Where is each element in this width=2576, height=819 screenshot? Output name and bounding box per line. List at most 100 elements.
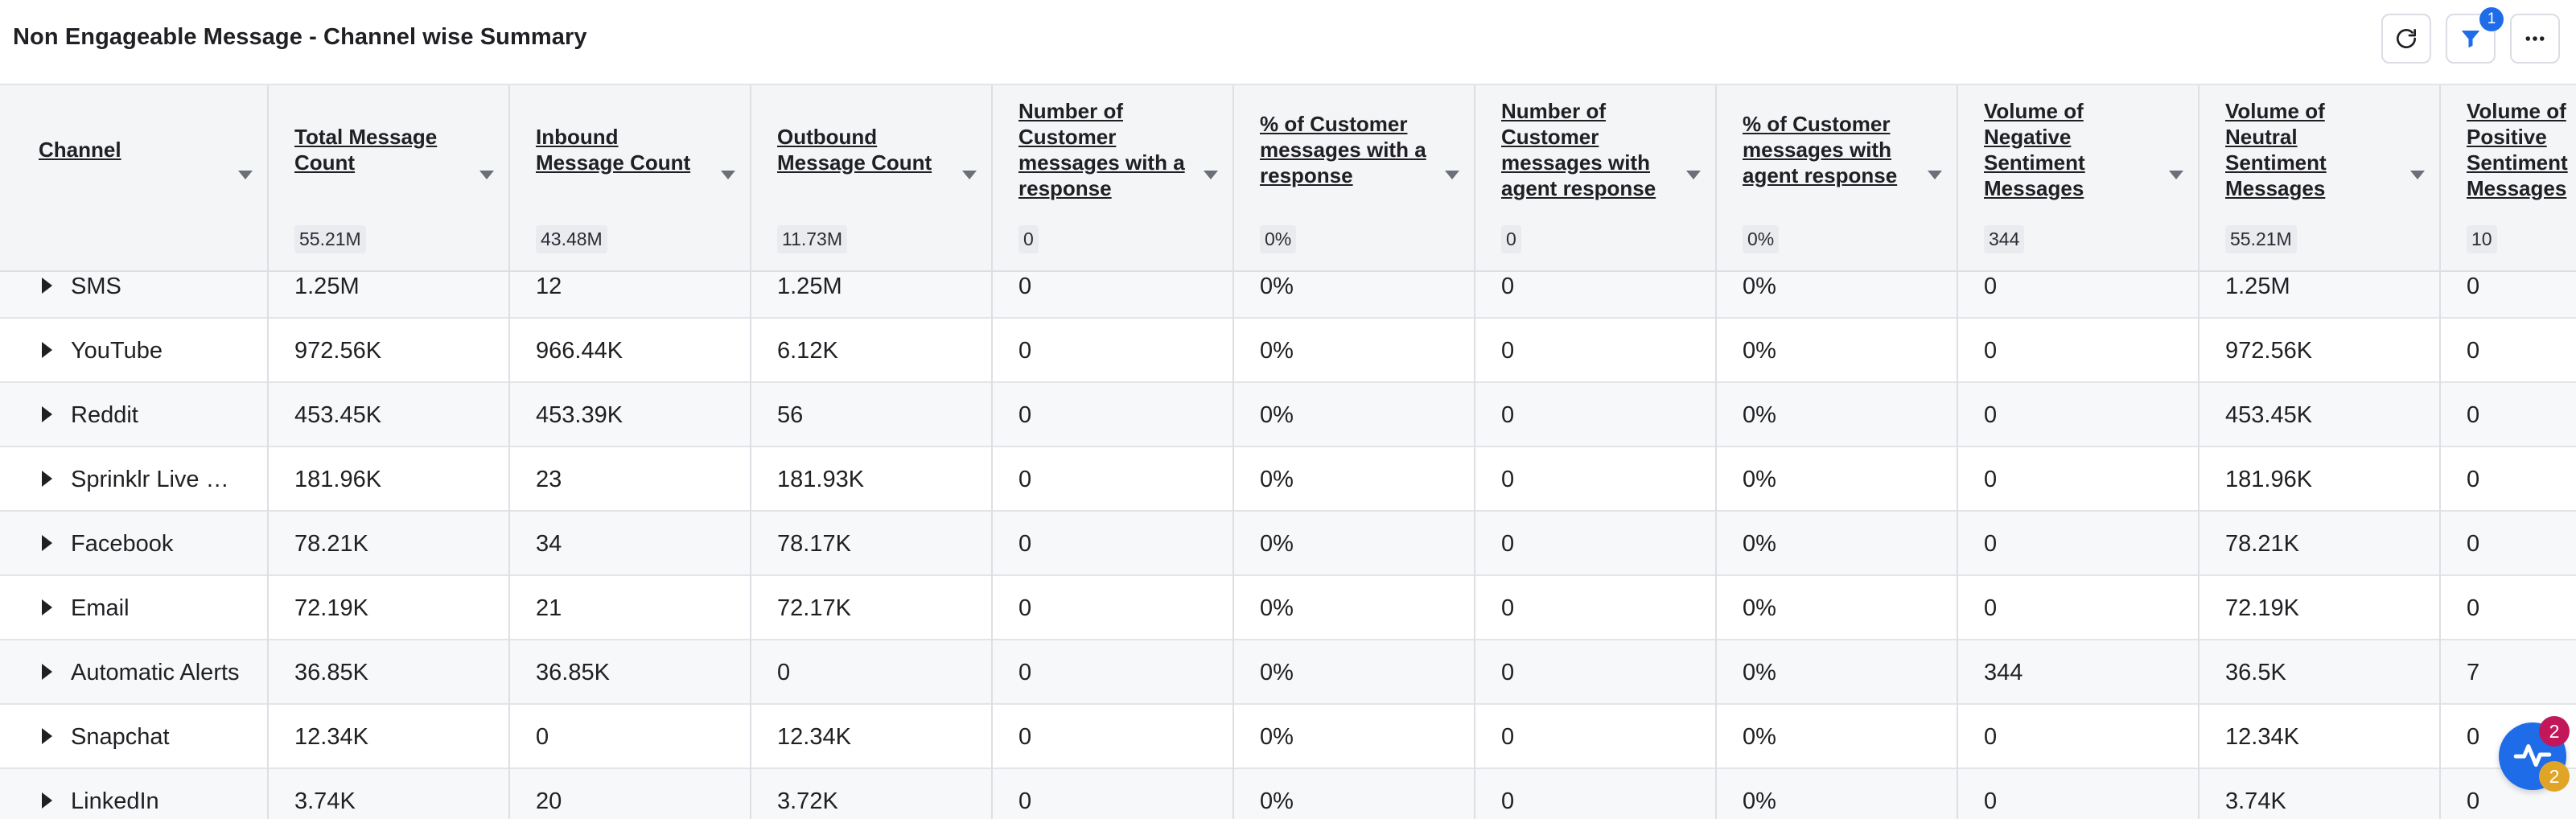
table-cell: 0 bbox=[993, 512, 1234, 576]
column-header-label[interactable]: Number of Customer messages with a respo… bbox=[1018, 99, 1185, 200]
column-header-label[interactable]: Volume of Neutral Sentiment Messages bbox=[2225, 99, 2327, 200]
column-header[interactable]: Volume of Positive Sentiment Messages 10 bbox=[2441, 85, 2576, 272]
column-header[interactable]: % of Customer messages with agent respon… bbox=[1717, 85, 1958, 272]
table-cell: 0 bbox=[1958, 319, 2199, 383]
channel-cell: SMS bbox=[0, 254, 269, 319]
table-cell: 0 bbox=[2441, 383, 2576, 447]
table-cell: 0 bbox=[2441, 512, 2576, 576]
sort-caret-icon[interactable] bbox=[962, 171, 977, 179]
column-total: 0% bbox=[1260, 225, 1297, 253]
refresh-button[interactable] bbox=[2381, 14, 2431, 64]
table-cell: 56 bbox=[751, 383, 993, 447]
channel-cell: Snapchat bbox=[0, 705, 269, 769]
table-cell: 453.39K bbox=[510, 383, 751, 447]
sort-caret-icon[interactable] bbox=[1686, 171, 1701, 179]
column-header-label[interactable]: % of Customer messages with agent respon… bbox=[1743, 112, 1898, 187]
table-cell: 0 bbox=[1475, 576, 1717, 640]
sort-caret-icon[interactable] bbox=[1204, 171, 1218, 179]
table-cell: 0 bbox=[1958, 705, 2199, 769]
channel-cell: LinkedIn bbox=[0, 769, 269, 819]
expand-row-icon[interactable] bbox=[42, 664, 52, 680]
table-cell: 0% bbox=[1717, 383, 1958, 447]
expand-row-icon[interactable] bbox=[42, 792, 52, 809]
refresh-icon bbox=[2393, 26, 2419, 51]
expand-row-icon[interactable] bbox=[42, 278, 52, 294]
table-cell: 23 bbox=[510, 447, 751, 512]
column-header-label[interactable]: Number of Customer messages with agent r… bbox=[1501, 99, 1656, 200]
table-cell: 34 bbox=[510, 512, 751, 576]
table-cell: 12.34K bbox=[2199, 705, 2441, 769]
table-cell: 0% bbox=[1717, 447, 1958, 512]
table-cell: 0% bbox=[1717, 640, 1958, 705]
column-header[interactable]: Volume of Neutral Sentiment Messages 55.2… bbox=[2199, 85, 2441, 272]
table-cell: 0 bbox=[751, 640, 993, 705]
table-cell: 0% bbox=[1234, 769, 1475, 819]
sort-caret-icon[interactable] bbox=[721, 171, 735, 179]
channel-cell: Sprinklr Live C... bbox=[0, 447, 269, 512]
column-header[interactable]: Number of Customer messages with agent r… bbox=[1475, 85, 1717, 272]
column-header-label[interactable]: Inbound Message Count bbox=[536, 125, 691, 175]
expand-row-icon[interactable] bbox=[42, 406, 52, 422]
column-header[interactable]: Channel bbox=[0, 85, 269, 272]
column-header-label[interactable]: Total Message Count bbox=[294, 125, 438, 175]
table-cell: 0 bbox=[1958, 512, 2199, 576]
column-header-label[interactable]: % of Customer messages with a response bbox=[1260, 112, 1426, 187]
expand-row-icon[interactable] bbox=[42, 599, 52, 615]
table-cell: 21 bbox=[510, 576, 751, 640]
column-header[interactable]: Total Message Count 55.21M bbox=[269, 85, 510, 272]
table-cell: 344 bbox=[1958, 640, 2199, 705]
channel-name: Email bbox=[71, 595, 130, 621]
column-total: 43.48M bbox=[536, 225, 607, 253]
column-header[interactable]: Outbound Message Count 11.73M bbox=[751, 85, 993, 272]
table-cell: 0% bbox=[1717, 254, 1958, 319]
sort-caret-icon[interactable] bbox=[2169, 171, 2183, 179]
table-cell: 0 bbox=[993, 769, 1234, 819]
expand-row-icon[interactable] bbox=[42, 728, 52, 744]
table-cell: 0 bbox=[2441, 705, 2576, 769]
sort-caret-icon[interactable] bbox=[238, 171, 253, 179]
table-cell: 3.72K bbox=[751, 769, 993, 819]
sort-caret-icon[interactable] bbox=[1928, 171, 1942, 179]
notification-badge: 2 bbox=[2539, 716, 2570, 747]
table-cell: 972.56K bbox=[269, 319, 510, 383]
column-header-label[interactable]: Outbound Message Count bbox=[777, 125, 932, 175]
column-header-label[interactable]: Channel bbox=[39, 138, 121, 162]
table-cell: 12.34K bbox=[751, 705, 993, 769]
expand-row-icon[interactable] bbox=[42, 471, 52, 487]
table-cell: 0 bbox=[1958, 383, 2199, 447]
table-cell: 0% bbox=[1717, 769, 1958, 819]
expand-row-icon[interactable] bbox=[42, 342, 52, 358]
column-total: 0 bbox=[1018, 225, 1039, 253]
table-cell: 0 bbox=[1475, 319, 1717, 383]
table-cell: 0 bbox=[2441, 769, 2576, 819]
table-cell: 0 bbox=[1475, 640, 1717, 705]
expand-row-icon[interactable] bbox=[42, 535, 52, 551]
report-header: Non Engageable Message - Channel wise Su… bbox=[0, 0, 2576, 84]
column-header[interactable]: Volume of Negative Sentiment Messages 344 bbox=[1958, 85, 2199, 272]
sort-caret-icon[interactable] bbox=[2410, 171, 2425, 179]
column-header[interactable]: % of Customer messages with a response 0% bbox=[1234, 85, 1475, 272]
table-cell: 0% bbox=[1234, 447, 1475, 512]
more-horizontal-icon bbox=[2523, 27, 2547, 51]
table-cell: 0 bbox=[1475, 512, 1717, 576]
table-cell: 0 bbox=[1475, 383, 1717, 447]
sort-caret-icon[interactable] bbox=[479, 171, 494, 179]
table-cell: 966.44K bbox=[510, 319, 751, 383]
more-options-button[interactable] bbox=[2510, 14, 2560, 64]
column-header[interactable]: Inbound Message Count 43.48M bbox=[510, 85, 751, 272]
table-cell: 1.25M bbox=[751, 254, 993, 319]
page-title: Non Engageable Message - Channel wise Su… bbox=[13, 24, 587, 50]
table-cell: 36.85K bbox=[510, 640, 751, 705]
table-row: Reddit 453.45K 453.39K 56 0 0% 0 0% 0 453.45K 0 bbox=[0, 383, 2576, 447]
column-header[interactable]: Number of Customer messages with a respo… bbox=[993, 85, 1234, 272]
table-cell: 0% bbox=[1234, 512, 1475, 576]
column-header-label[interactable]: Volume of Negative Sentiment Messages bbox=[1984, 99, 2085, 200]
column-header-label[interactable]: Volume of Positive Sentiment Messages bbox=[2467, 99, 2568, 200]
table-cell: 972.56K bbox=[2199, 319, 2441, 383]
table-cell: 12.34K bbox=[269, 705, 510, 769]
sort-caret-icon[interactable] bbox=[1445, 171, 1459, 179]
channel-name: Facebook bbox=[71, 531, 174, 557]
table-cell: 72.17K bbox=[751, 576, 993, 640]
table-cell: 1.25M bbox=[2199, 254, 2441, 319]
table-cell: 0% bbox=[1234, 254, 1475, 319]
